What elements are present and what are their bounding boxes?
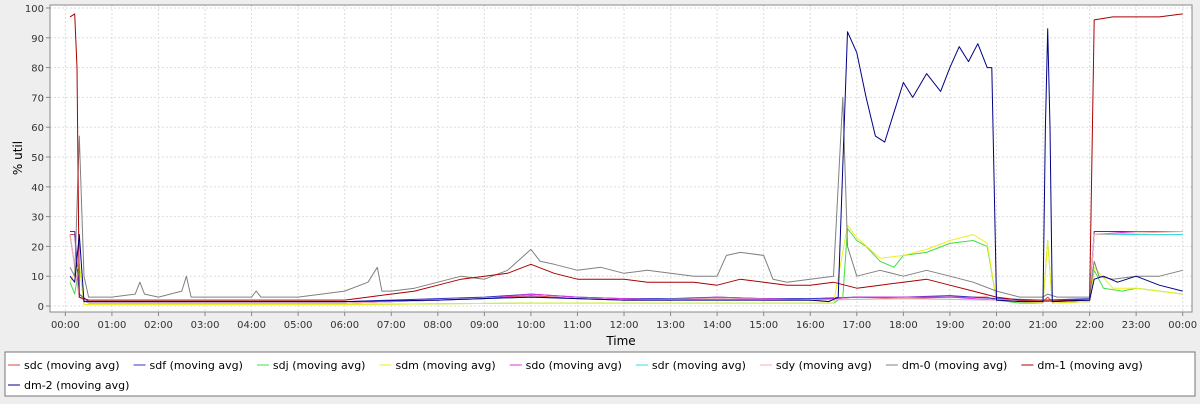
legend-label: sdm (moving avg)	[395, 359, 495, 372]
x-tick-label: 05:00	[284, 320, 313, 331]
x-tick-label: 06:00	[330, 320, 359, 331]
x-tick-label: 12:00	[610, 320, 639, 331]
x-tick-label: 15:00	[749, 320, 778, 331]
legend-label: sdo (moving avg)	[526, 359, 622, 372]
axes: 0 10 20 30 40 50 60 70 80 90 100 00:00 01:00 02:00 03:…	[25, 4, 1197, 331]
y-tick-label: 60	[31, 123, 44, 134]
y-tick-label: 10	[31, 272, 44, 283]
legend-label: sdj (moving avg)	[273, 359, 366, 372]
x-tick-label: 17:00	[842, 320, 871, 331]
x-tick-label: 10:00	[517, 320, 546, 331]
x-tick-label: 08:00	[423, 320, 452, 331]
x-tick-label: 03:00	[191, 320, 220, 331]
x-tick-label: 23:00	[1122, 320, 1151, 331]
x-tick-label: 19:00	[935, 320, 964, 331]
x-tick-label: 01:00	[98, 320, 127, 331]
y-tick-label: 80	[31, 64, 44, 75]
legend-label: dm-1 (moving avg)	[1037, 359, 1142, 372]
x-tick-label: 13:00	[656, 320, 685, 331]
y-axis-label: % util	[11, 141, 25, 175]
series-lines	[69, 13, 1183, 305]
grid	[50, 5, 1192, 312]
x-tick-label: 18:00	[889, 320, 918, 331]
x-tick-label: 11:00	[563, 320, 592, 331]
x-tick-label: 00:00	[1168, 320, 1197, 331]
plot-border	[49, 4, 1193, 313]
x-tick-label: 20:00	[982, 320, 1011, 331]
legend-label: sdc (moving avg)	[24, 359, 120, 372]
x-tick-label: 00:00	[51, 320, 80, 331]
legend: sdc (moving avg) sdf (moving avg) sdj (mov…	[8, 359, 1143, 392]
y-tick-label: 40	[31, 183, 44, 194]
y-tick-label: 30	[31, 213, 44, 224]
legend-label: sdr (moving avg)	[652, 359, 746, 372]
series-line-7	[69, 96, 1183, 298]
series-line-9	[69, 28, 1183, 303]
legend-box	[4, 351, 1196, 397]
x-axis-label: Time	[605, 334, 635, 348]
x-tick-label: 14:00	[703, 320, 732, 331]
legend-label: dm-2 (moving avg)	[24, 379, 129, 392]
x-tick-label: 21:00	[1029, 320, 1058, 331]
legend-label: dm-0 (moving avg)	[902, 359, 1007, 372]
y-tick-label: 100	[25, 4, 44, 15]
series-line-8	[69, 13, 1183, 301]
legend-label: sdf (moving avg)	[150, 359, 243, 372]
x-tick-label: 02:00	[144, 320, 173, 331]
x-tick-label: 16:00	[796, 320, 825, 331]
y-tick-label: 0	[38, 302, 44, 313]
x-tick-label: 22:00	[1075, 320, 1104, 331]
y-tick-label: 90	[31, 34, 44, 45]
x-tick-label: 07:00	[377, 320, 406, 331]
plot-background	[50, 5, 1192, 312]
y-tick-label: 20	[31, 242, 44, 253]
y-tick-label: 70	[31, 93, 44, 104]
x-tick-label: 04:00	[237, 320, 266, 331]
y-tick-label: 50	[31, 153, 44, 164]
legend-label: sdy (moving avg)	[776, 359, 872, 372]
x-tick-label: 09:00	[470, 320, 499, 331]
